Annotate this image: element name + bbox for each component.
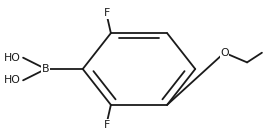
Text: F: F [104, 8, 110, 18]
Text: HO: HO [4, 53, 21, 63]
Text: F: F [104, 120, 110, 130]
Text: HO: HO [4, 75, 21, 85]
Text: B: B [42, 64, 50, 74]
Text: O: O [220, 48, 229, 58]
